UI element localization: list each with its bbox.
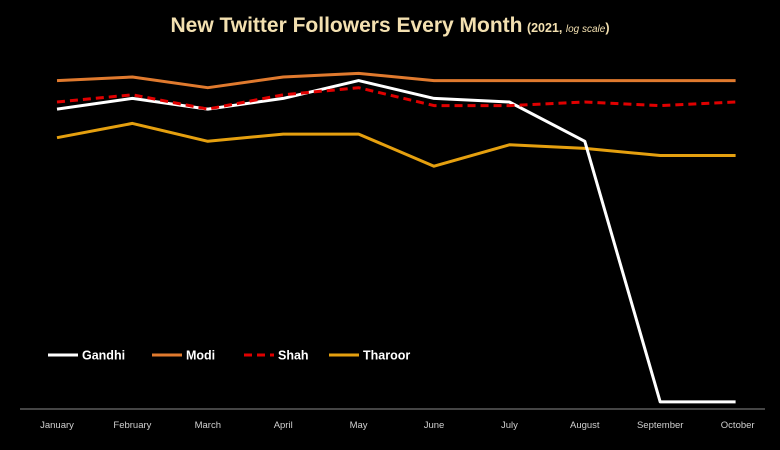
- x-tick-label: January: [40, 420, 74, 431]
- x-tick-label: August: [570, 420, 600, 431]
- legend-label-shah: Shah: [278, 349, 309, 363]
- x-tick-label: April: [274, 420, 293, 431]
- x-tick-label: July: [501, 420, 518, 431]
- x-tick-label: September: [637, 420, 683, 431]
- x-tick-label: June: [424, 420, 445, 431]
- legend-label-gandhi: Gandhi: [82, 349, 125, 363]
- chart-subtitle-scale: log scale: [565, 24, 606, 35]
- x-tick-label: May: [350, 420, 368, 431]
- series-line-modi: [56, 71, 736, 90]
- x-tick-labels: January February March April May June July Augu…: [40, 420, 755, 431]
- series-layer: [56, 71, 736, 404]
- chart-title: New Twitter Followers Every Month (2021,…: [0, 14, 780, 38]
- legend-label-modi: Modi: [186, 349, 215, 363]
- chart-subtitle-year: (2021,: [526, 21, 566, 35]
- series-line-gandhi: [56, 79, 736, 404]
- chart-subtitle: (2021, log scale): [527, 21, 610, 35]
- chart-title-text: New Twitter Followers Every Month: [170, 14, 523, 37]
- series-line-tharoor: [56, 121, 736, 168]
- legend-label-tharoor: Tharoor: [363, 349, 410, 363]
- series-line-shah: [56, 86, 736, 111]
- chart-subtitle-close: ): [605, 21, 610, 35]
- x-tick-label: February: [113, 420, 151, 431]
- legend: Gandhi Modi Shah Tharoor: [48, 349, 410, 363]
- x-tick-label: March: [195, 420, 221, 431]
- x-tick-label: October: [721, 420, 755, 431]
